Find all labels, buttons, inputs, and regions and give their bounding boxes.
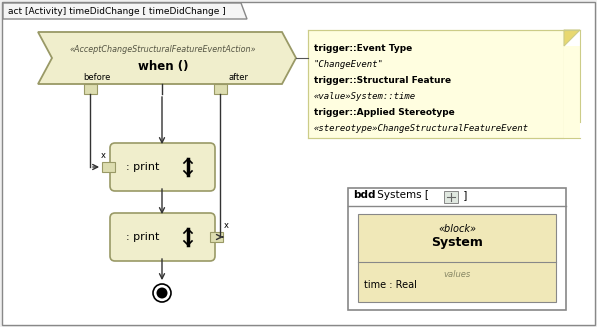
Text: when (): when (): [138, 60, 188, 73]
Text: trigger::Applied Stereotype: trigger::Applied Stereotype: [314, 108, 455, 117]
FancyBboxPatch shape: [358, 214, 556, 302]
FancyBboxPatch shape: [348, 188, 566, 310]
Text: System: System: [431, 236, 483, 249]
FancyBboxPatch shape: [308, 30, 564, 138]
Circle shape: [156, 287, 168, 299]
FancyBboxPatch shape: [444, 191, 458, 203]
Text: "ChangeEvent": "ChangeEvent": [314, 60, 384, 69]
Text: act [Activity] timeDidChange [ timeDidChange ]: act [Activity] timeDidChange [ timeDidCh…: [8, 7, 226, 15]
FancyBboxPatch shape: [214, 84, 226, 94]
Text: values: values: [444, 270, 470, 279]
FancyBboxPatch shape: [84, 84, 97, 94]
Text: Systems [: Systems [: [374, 190, 429, 200]
Polygon shape: [564, 30, 580, 46]
Text: trigger::Structural Feature: trigger::Structural Feature: [314, 76, 451, 85]
Text: trigger::Event Type: trigger::Event Type: [314, 44, 413, 53]
Text: «stereotype»ChangeStructuralFeatureEvent: «stereotype»ChangeStructuralFeatureEvent: [314, 124, 529, 133]
FancyBboxPatch shape: [564, 46, 580, 138]
Polygon shape: [3, 3, 247, 19]
FancyBboxPatch shape: [110, 143, 215, 191]
Text: after: after: [229, 73, 248, 82]
Text: before: before: [84, 73, 111, 82]
Text: x: x: [101, 151, 106, 160]
Text: «block»: «block»: [438, 224, 476, 234]
Text: bdd: bdd: [353, 190, 376, 200]
Text: time : Real: time : Real: [364, 280, 417, 290]
Circle shape: [153, 284, 171, 302]
Text: «AcceptChangeStructuralFeatureEventAction»: «AcceptChangeStructuralFeatureEventActio…: [70, 45, 256, 54]
FancyBboxPatch shape: [102, 162, 115, 172]
FancyBboxPatch shape: [110, 213, 215, 261]
Text: x: x: [224, 221, 229, 230]
Text: : print: : print: [127, 162, 159, 172]
Text: ]: ]: [460, 190, 467, 200]
Text: «value»System::time: «value»System::time: [314, 92, 416, 101]
FancyBboxPatch shape: [210, 232, 223, 242]
Polygon shape: [38, 32, 296, 84]
Text: : print: : print: [127, 232, 159, 242]
